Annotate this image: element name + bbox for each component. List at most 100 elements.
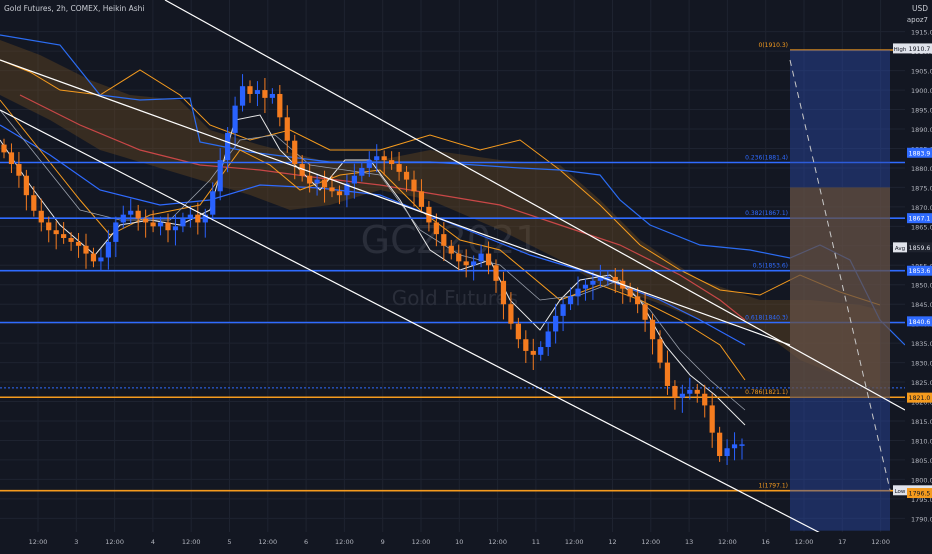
candle-body [717, 432, 723, 457]
candle-body [739, 444, 745, 446]
candle-body [277, 93, 283, 118]
candle-body [597, 276, 603, 281]
y-tick-label: 1900.0 [911, 87, 932, 95]
x-tick-label: 12:00 [871, 538, 890, 546]
price-tag-label: Low [895, 489, 906, 495]
fibonacci-labels: 0(1910.3) 0.236(1881.4) 0.382(1867.1) 0.5(1… [745, 42, 788, 490]
price-tag-value: 1883.9 [909, 150, 931, 157]
x-tick-label: 12:00 [565, 538, 584, 546]
candle-body [8, 152, 15, 165]
candle-body [679, 393, 685, 398]
candle-body [635, 296, 641, 305]
candle-body [284, 117, 290, 141]
candle-body [657, 339, 663, 363]
fib-level-label: 0.382(1867.1) [745, 210, 788, 217]
candle-body [463, 261, 469, 266]
x-tick-label: 12:00 [412, 538, 431, 546]
price-tag-bg [907, 43, 932, 54]
candle-body [351, 175, 357, 184]
symbol-code-label: apoz7 [907, 16, 928, 24]
x-tick-label: 12:00 [105, 538, 124, 546]
channel-lower-line[interactable] [0, 109, 831, 539]
projection-dashed-path [789, 59, 891, 491]
y-tick-label: 1800.0 [911, 476, 932, 484]
candle-body [165, 222, 171, 231]
candle-body [485, 253, 492, 266]
candle-body [225, 132, 231, 161]
y-tick-label: 1825.0 [911, 379, 932, 387]
candle-body [61, 234, 67, 239]
y-tick-label: 1915.0 [911, 29, 932, 37]
projection-box-orange[interactable] [790, 187, 890, 398]
x-tick-label: 10 [455, 538, 463, 546]
price-tag-value: 1867.1 [909, 216, 931, 223]
time-axis[interactable]: 12:00 3 12:00 4 12:00 5 12:00 6 12:00 9 12:00 10 12:… [29, 538, 890, 546]
candle-body [448, 245, 454, 254]
candle-body [515, 323, 521, 340]
candle-body [98, 257, 104, 262]
candle-body [538, 347, 544, 355]
candle-body [553, 315, 559, 332]
candle-body [336, 191, 343, 196]
price-tag-bg [907, 242, 932, 253]
y-tick-label: 1790.0 [911, 515, 932, 523]
candle-body [180, 218, 186, 227]
fib-level-label: 0.5(1853.6) [753, 263, 788, 270]
price-tag-bg [907, 213, 932, 224]
x-tick-label: 3 [74, 538, 78, 546]
candle-body [150, 222, 156, 227]
candle-body [202, 214, 208, 223]
candle-body [113, 222, 119, 242]
candle-body [605, 276, 611, 279]
y-tick-label: 1795.0 [911, 496, 932, 504]
candle-body [612, 276, 618, 281]
candle-body [172, 226, 179, 231]
candle-body [307, 175, 313, 184]
candle-body [23, 175, 29, 196]
candle-body [247, 86, 253, 94]
y-tick-label: 1830.0 [911, 360, 932, 368]
watermark-name: Gold Futures [392, 286, 518, 310]
moving-average-blue [0, 124, 746, 346]
chart-title: Gold Futures, 2h, COMEX, Heikin Ashi [4, 4, 145, 13]
x-tick-label: 12:00 [718, 538, 737, 546]
candle-body [381, 156, 387, 161]
candle-body [292, 140, 298, 165]
candle-body [694, 389, 700, 394]
candle-body [664, 362, 671, 386]
candle-body [508, 304, 514, 324]
x-tick-label: 4 [151, 538, 155, 546]
x-tick-label: 12:00 [795, 538, 814, 546]
candle-body [403, 171, 410, 180]
price-tag-bg [907, 316, 932, 327]
x-tick-label: 11 [532, 538, 540, 546]
y-tick-label: 1850.0 [911, 282, 932, 290]
fib-level-label: 0(1910.3) [759, 42, 789, 49]
fib-level-label: 1(1797.1) [759, 483, 789, 490]
candle-body [672, 385, 678, 398]
price-tag-label: Avg [895, 246, 905, 252]
y-tick-label: 1845.0 [911, 301, 932, 309]
candle-body [471, 261, 477, 266]
x-tick-label: 12:00 [488, 538, 507, 546]
x-tick-label: 12:00 [641, 538, 660, 546]
y-tick-label: 1905.0 [911, 68, 932, 76]
candle-body [329, 187, 335, 192]
candle-body [582, 284, 589, 289]
fibonacci-retracement[interactable] [0, 49, 905, 492]
candle-body [687, 389, 693, 394]
candle-body [38, 210, 44, 223]
y-tick-label: 1835.0 [911, 340, 932, 348]
channel-middle-line[interactable] [0, 59, 791, 346]
candle-body [1, 144, 7, 153]
price-tag-label: High [894, 47, 907, 53]
candle-body [128, 210, 134, 215]
price-tag-bg [907, 265, 932, 276]
price-tag-value: 1853.6 [909, 268, 931, 275]
candle-body [321, 179, 328, 188]
candle-body [433, 222, 439, 235]
candle-body [299, 164, 305, 176]
candle-body [396, 164, 402, 172]
